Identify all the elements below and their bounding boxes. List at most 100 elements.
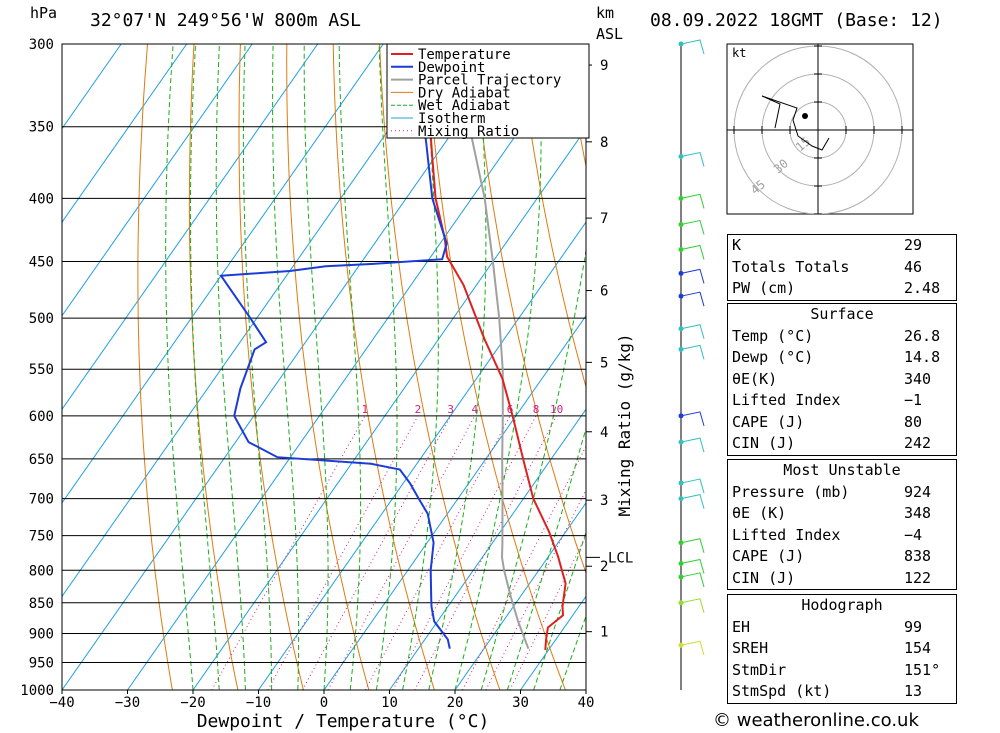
- wet-adiabat: [215, 44, 246, 690]
- mixing-ratio-line: [327, 415, 476, 690]
- surface-temp-row: Temp (°C) 26.8: [732, 326, 941, 345]
- isotherm: [62, 44, 515, 690]
- parcel-trajectory-line: [447, 44, 530, 650]
- km-tick-label: 1: [600, 625, 608, 641]
- dry-adiabat: [379, 44, 501, 690]
- mixing-ratio-label: 1: [362, 403, 369, 416]
- legend-entry: Dry Adiabat: [418, 85, 511, 101]
- mu-theta-row: θE (K) 348: [732, 504, 932, 522]
- pressure-tick-label: 800: [29, 563, 54, 579]
- pressure-tick-label: 550: [29, 362, 54, 378]
- mu-pres-row: Pressure (mb) 924: [732, 482, 932, 501]
- x-tick-label: 30: [512, 695, 529, 711]
- wind-barb: [680, 558, 705, 574]
- dry-adiabat: [425, 44, 566, 690]
- pw-value: 2.48: [904, 279, 941, 297]
- copyright: © weatheronline.co.uk: [713, 710, 919, 731]
- wind-barb: [680, 193, 705, 209]
- x-tick-label: −10: [246, 695, 271, 711]
- isotherm: [62, 44, 319, 411]
- wind-barb: [680, 494, 705, 509]
- km-tick-label: 4: [600, 425, 608, 441]
- pressure-tick-label: 400: [29, 191, 54, 207]
- wet-adiabat: [338, 44, 362, 690]
- surface-cape-row: CAPE (J) 80: [732, 412, 923, 431]
- most-unstable-panel: Most Unstable Pressure (mb) 924 θE (K) 348…: [727, 459, 957, 590]
- legend-entry: Temperature: [418, 47, 511, 63]
- wet-adiabat: [454, 44, 542, 690]
- wind-barb: [680, 478, 705, 494]
- tt-value: 46: [904, 257, 923, 276]
- mixing-ratio-label: 8: [533, 403, 540, 416]
- pressure-tick-label: 350: [29, 120, 54, 136]
- wind-barb: [680, 244, 705, 260]
- surface-li-row: Lifted Index −1: [732, 391, 923, 409]
- surface-panel: Surface Temp (°C) 26.8 Dewp (°C) 14.8 θE(K…: [727, 303, 957, 456]
- km-tick-label: 7: [600, 211, 608, 227]
- stmdir-row: StmDir 151°: [732, 660, 941, 679]
- tt-row: Totals Totals 46: [728, 257, 956, 279]
- mixing-ratio-line: [392, 415, 537, 690]
- wet-adiabat: [480, 247, 586, 690]
- dry-adiabat: [518, 44, 586, 389]
- dry-adiabat: [983, 44, 1000, 690]
- surface-title: Surface: [810, 305, 874, 323]
- isotherm: [258, 221, 586, 690]
- isotherm: [389, 408, 586, 690]
- surface-dewp-row: Dewp (°C) 14.8: [732, 348, 941, 366]
- mixing-ratio-label: 25: [639, 403, 652, 416]
- isotherm: [62, 44, 122, 130]
- asl-label: ASL: [596, 25, 624, 43]
- indices-panel: K 29 Totals Totals 46 PW (cm) 2.48: [727, 234, 957, 301]
- pressure-tick-label: 1000: [20, 683, 54, 699]
- pressure-tick-label: 850: [29, 596, 54, 612]
- isotherm: [127, 44, 581, 690]
- wind-barb: [680, 437, 705, 453]
- x-tick-label: 0: [320, 695, 328, 711]
- legend-entry: Parcel Trajectory: [418, 73, 561, 89]
- legend-entry: Dewpoint: [418, 60, 485, 76]
- surface-theta-row: θE(K) 340: [732, 369, 932, 388]
- wind-barb: [680, 572, 705, 588]
- pressure-tick-label: 750: [29, 529, 54, 545]
- km-tick-label: 2: [600, 559, 608, 575]
- lcl-label: LCL: [608, 550, 633, 566]
- wet-adiabat: [165, 44, 194, 690]
- sreh-row: SREH 154: [732, 639, 932, 657]
- most-unstable-title: Most Unstable: [783, 461, 901, 479]
- legend-entry: Isotherm: [418, 111, 485, 127]
- hodograph-title: Hodograph: [801, 596, 883, 614]
- hodograph-panel: Hodograph EH 99 SREH 154 StmDir 151° StmSpd…: [727, 594, 957, 704]
- legend-entry: Mixing Ratio: [418, 124, 519, 140]
- wind-barb: [680, 219, 705, 235]
- plot-frame: [61, 43, 587, 691]
- isotherm: [62, 44, 253, 317]
- wind-profile: [678, 39, 705, 690]
- wind-barb: [680, 291, 705, 307]
- wind-barb: [680, 344, 705, 360]
- km-label: km: [596, 4, 615, 22]
- x-tick-label: −30: [115, 695, 140, 711]
- km-tick-label: 8: [600, 135, 608, 151]
- temperature-line: [424, 44, 567, 650]
- profiles: [219, 44, 567, 650]
- x-tick-label: 20: [447, 695, 464, 711]
- wet-adiabat: [402, 44, 439, 690]
- stmspd-row: StmSpd (kt) 13: [732, 682, 923, 700]
- hodograph-storm-motion: [802, 113, 808, 119]
- wind-barb: [680, 39, 705, 55]
- x-tick-label: −40: [49, 695, 74, 711]
- axes: 3003504004505005506006507007508008509009…: [20, 37, 633, 711]
- wind-barb: [680, 268, 705, 284]
- hodograph-unit: kt: [732, 46, 746, 60]
- x-tick-label: 40: [578, 695, 595, 711]
- wind-barb: [680, 640, 705, 656]
- km-tick-label: 9: [600, 58, 608, 74]
- x-axis-label: Dewpoint / Temperature (°C): [197, 711, 490, 732]
- isotherm: [454, 501, 586, 690]
- pressure-tick-label: 650: [29, 452, 54, 468]
- km-tick-label: 6: [600, 284, 608, 300]
- pressure-tick-label: 600: [29, 409, 54, 425]
- x-tick-label: 10: [381, 695, 398, 711]
